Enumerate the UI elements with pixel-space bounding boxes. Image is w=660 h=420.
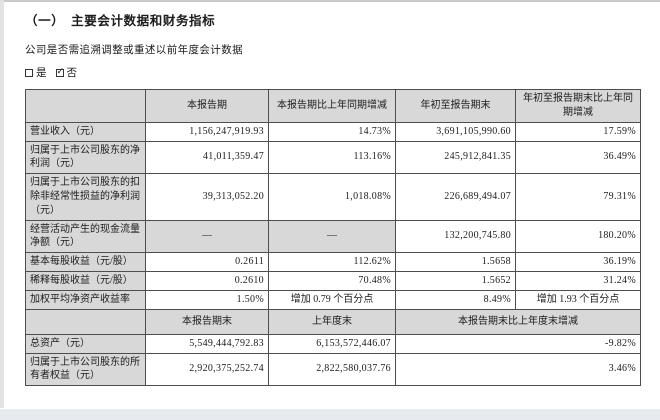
page-edge-bottom <box>0 409 660 420</box>
header-current-period-yoy: 本报告期比上年同期增减 <box>268 89 396 123</box>
checkbox-yes: 是 <box>25 65 47 80</box>
value-current-yoy: 1,018.08% <box>268 173 396 221</box>
period-header-row: 本报告期 本报告期比上年同期增减 年初至报告期末 年初至报告期末比上年同期增减 <box>25 89 641 123</box>
value-ytd-yoy: 180.20% <box>515 219 641 254</box>
row-label: 加权平均净资产收益率 <box>25 289 146 310</box>
value-ytd: 8.49% <box>395 289 516 310</box>
value-ytd-yoy: 36.19% <box>515 252 641 272</box>
value-prev-year-end: 2,822,580,037.76 <box>268 352 396 387</box>
value-current: 1.50% <box>145 289 269 310</box>
header-current-period: 本报告期 <box>145 89 269 123</box>
value-ytd: 1.5658 <box>395 252 516 272</box>
table-row-operating-cash-flow: 经营活动产生的现金流量净额（元） — — 132,200,745.80 180.… <box>25 219 641 254</box>
checkbox-no-label: 否 <box>66 68 78 79</box>
value-current-yoy: 70.48% <box>268 270 396 291</box>
section-title: （一） 主要会计数据和财务指标 <box>25 14 216 28</box>
page-edge-left <box>0 0 4 408</box>
table-row-basic-eps: 基本每股收益（元/股） 0.2611 112.62% 1.5658 36.19% <box>25 252 641 272</box>
page-edge-top <box>0 0 660 2</box>
value-current-dash: — <box>145 219 269 254</box>
table-row-net-profit-excl-nonrecurring: 归属于上市公司股东的扣除非经常性损益的净利润（元） 39,313,052.20 … <box>25 173 641 221</box>
value-prev-year-end: 6,153,572,446.07 <box>268 333 396 354</box>
header-prev-year-end: 上年度末 <box>268 308 396 335</box>
value-current: 1,156,247,919.93 <box>145 121 269 142</box>
value-current-yoy: 增加 0.79 个百分点 <box>268 289 396 310</box>
row-label: 营业收入（元） <box>25 121 146 142</box>
yearend-header-row: 本报告期末 上年度末 本报告期末比上年度末增减 <box>25 308 641 335</box>
value-current-yoy-dash: — <box>268 219 396 254</box>
value-ytd: 226,689,494.07 <box>395 173 516 221</box>
value-ytd-yoy: 17.59% <box>515 121 641 142</box>
value-current-end: 2,920,375,252.74 <box>145 352 269 387</box>
row-label: 稀释每股收益（元/股） <box>25 270 146 291</box>
header-empty-cell <box>25 89 146 123</box>
value-ytd-yoy: 增加 1.93 个百分点 <box>515 289 641 310</box>
restatement-checkbox-row: 是 否 <box>25 65 641 80</box>
table-row-diluted-eps: 稀释每股收益（元/股） 0.2610 70.48% 1.5652 31.24% <box>25 270 641 291</box>
restatement-question: 公司是否需追溯调整或重述以前年度会计数据 <box>25 45 243 56</box>
table-row-net-profit: 归属于上市公司股东的净利润（元） 41,011,359.47 113.16% 2… <box>25 140 641 175</box>
value-change: -9.82% <box>395 333 641 354</box>
value-ytd-yoy: 79.31% <box>515 173 641 221</box>
value-current-yoy: 112.62% <box>268 252 396 272</box>
header-yearend-change: 本报告期末比上年度末增减 <box>395 308 641 335</box>
row-label: 归属于上市公司股东的净利润（元） <box>25 140 146 175</box>
value-ytd: 3,691,105,990.60 <box>395 121 516 142</box>
value-ytd-yoy: 36.49% <box>515 140 641 175</box>
value-current: 0.2611 <box>145 252 269 272</box>
header-current-period-end: 本报告期末 <box>145 308 269 335</box>
checkbox-checked-icon <box>55 67 64 77</box>
row-label: 归属于上市公司股东的扣除非经常性损益的净利润（元） <box>25 173 146 221</box>
value-current: 41,011,359.47 <box>145 140 269 175</box>
value-change: 3.46% <box>395 352 641 387</box>
value-ytd-yoy: 31.24% <box>515 270 641 291</box>
financial-indicators-table: 本报告期 本报告期比上年同期增减 年初至报告期末 年初至报告期末比上年同期增减 … <box>25 89 641 387</box>
checkbox-yes-label: 是 <box>36 68 47 79</box>
value-ytd: 245,912,841.35 <box>395 140 516 175</box>
row-label: 归属于上市公司股东的所有者权益（元） <box>25 352 146 387</box>
header-ytd: 年初至报告期末 <box>395 89 516 123</box>
value-ytd: 1.5652 <box>395 270 516 291</box>
row-label: 经营活动产生的现金流量净额（元） <box>25 219 146 254</box>
checkbox-no: 否 <box>55 65 78 80</box>
value-current: 0.2610 <box>145 270 269 291</box>
checkbox-unchecked-icon <box>25 68 33 77</box>
table-row-revenue: 营业收入（元） 1,156,247,919.93 14.73% 3,691,10… <box>25 121 641 142</box>
table-row-total-assets: 总资产（元） 5,549,444,792.83 6,153,572,446.07… <box>25 333 641 354</box>
value-ytd: 132,200,745.80 <box>395 219 516 254</box>
table-row-shareholders-equity: 归属于上市公司股东的所有者权益（元） 2,920,375,252.74 2,82… <box>25 352 641 387</box>
header-empty-cell <box>25 308 146 335</box>
row-label: 基本每股收益（元/股） <box>25 252 146 272</box>
header-ytd-yoy: 年初至报告期末比上年同期增减 <box>515 89 641 123</box>
table-row-weighted-avg-roe: 加权平均净资产收益率 1.50% 增加 0.79 个百分点 8.49% 增加 1… <box>25 289 641 310</box>
report-section: （一） 主要会计数据和财务指标 公司是否需追溯调整或重述以前年度会计数据 是 否… <box>25 6 641 387</box>
value-current-end: 5,549,444,792.83 <box>145 333 269 354</box>
value-current: 39,313,052.20 <box>145 173 269 221</box>
value-current-yoy: 113.16% <box>268 140 396 175</box>
row-label: 总资产（元） <box>25 333 146 354</box>
value-current-yoy: 14.73% <box>268 121 396 142</box>
